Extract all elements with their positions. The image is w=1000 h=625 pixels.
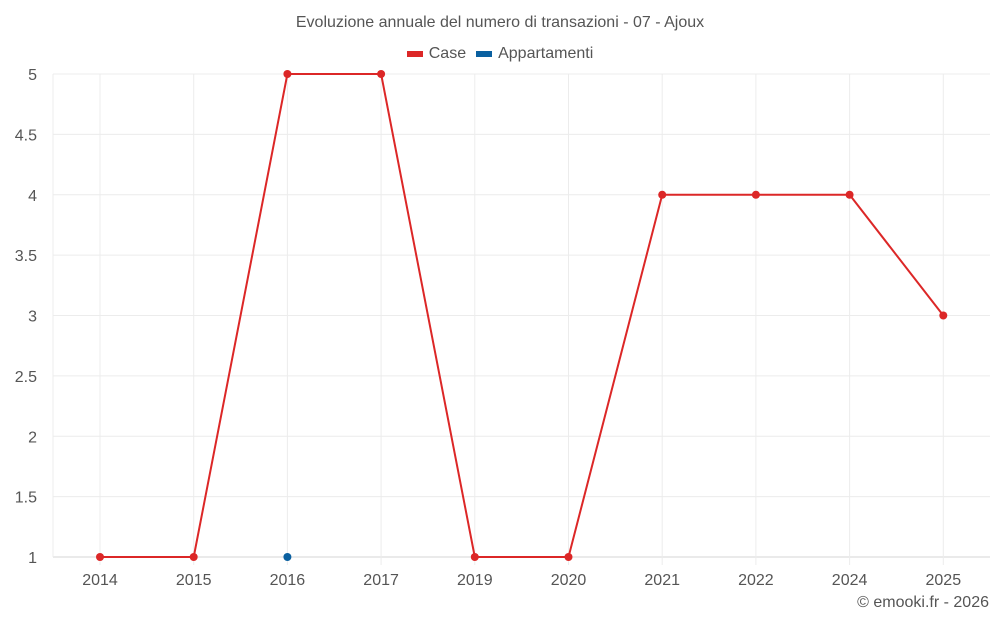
y-tick-label: 2.5	[15, 369, 37, 386]
y-tick-label: 4	[28, 188, 37, 205]
y-tick-label: 1.5	[15, 490, 37, 507]
data-point[interactable]	[564, 553, 573, 561]
x-tick-label: 2017	[363, 572, 399, 589]
data-point[interactable]	[377, 70, 386, 78]
grid-lines	[52, 73, 990, 565]
y-tick-label: 5	[28, 67, 37, 84]
x-tick-label: 2022	[738, 572, 774, 589]
x-tick-label: 2019	[457, 572, 493, 589]
legend-item-case[interactable]: Case	[406, 45, 467, 63]
x-tick-label: 2014	[82, 572, 118, 589]
x-tick-label: 2025	[926, 572, 962, 589]
legend-item-appartamenti[interactable]: Appartamenti	[476, 45, 593, 63]
data-point[interactable]	[939, 311, 948, 320]
data-point[interactable]	[283, 553, 292, 561]
legend-swatch-case	[406, 51, 423, 57]
y-tick-label: 4.5	[15, 127, 37, 144]
y-axis: 1 1.5 2 2.5 3 3.5 4 4.5 5	[15, 67, 37, 567]
legend-label-appartamenti: Appartamenti	[498, 45, 594, 62]
data-point[interactable]	[96, 553, 104, 561]
legend-label-case: Case	[428, 45, 467, 62]
data-point[interactable]	[751, 190, 760, 199]
y-tick-label: 1	[28, 550, 37, 567]
y-tick-label: 3.5	[15, 248, 37, 265]
series-appartamenti	[283, 553, 292, 561]
legend-swatch-appartamenti	[476, 51, 493, 57]
data-point[interactable]	[189, 553, 198, 561]
y-tick-label: 3	[28, 309, 37, 326]
x-tick-label: 2020	[551, 572, 587, 589]
copyright-credit: © emooki.fr - 2026	[857, 594, 989, 611]
x-axis: 2014 2015 2016 2017 2019 2020 2021 2022 2024 2025	[82, 572, 961, 589]
series-line	[100, 73, 945, 558]
chart-legend: Case Appartamenti	[0, 45, 1000, 63]
x-tick-label: 2021	[644, 572, 680, 589]
data-point[interactable]	[845, 190, 854, 199]
series-case	[96, 70, 948, 561]
data-point[interactable]	[283, 70, 292, 78]
y-tick-label: 2	[28, 429, 37, 446]
data-series	[96, 70, 948, 561]
data-point[interactable]	[658, 190, 667, 199]
x-tick-label: 2015	[176, 572, 212, 589]
chart-title: Evoluzione annuale del numero di transaz…	[295, 14, 705, 31]
x-tick-label: 2016	[270, 572, 306, 589]
data-point[interactable]	[470, 553, 479, 561]
x-tick-label: 2024	[832, 572, 868, 589]
